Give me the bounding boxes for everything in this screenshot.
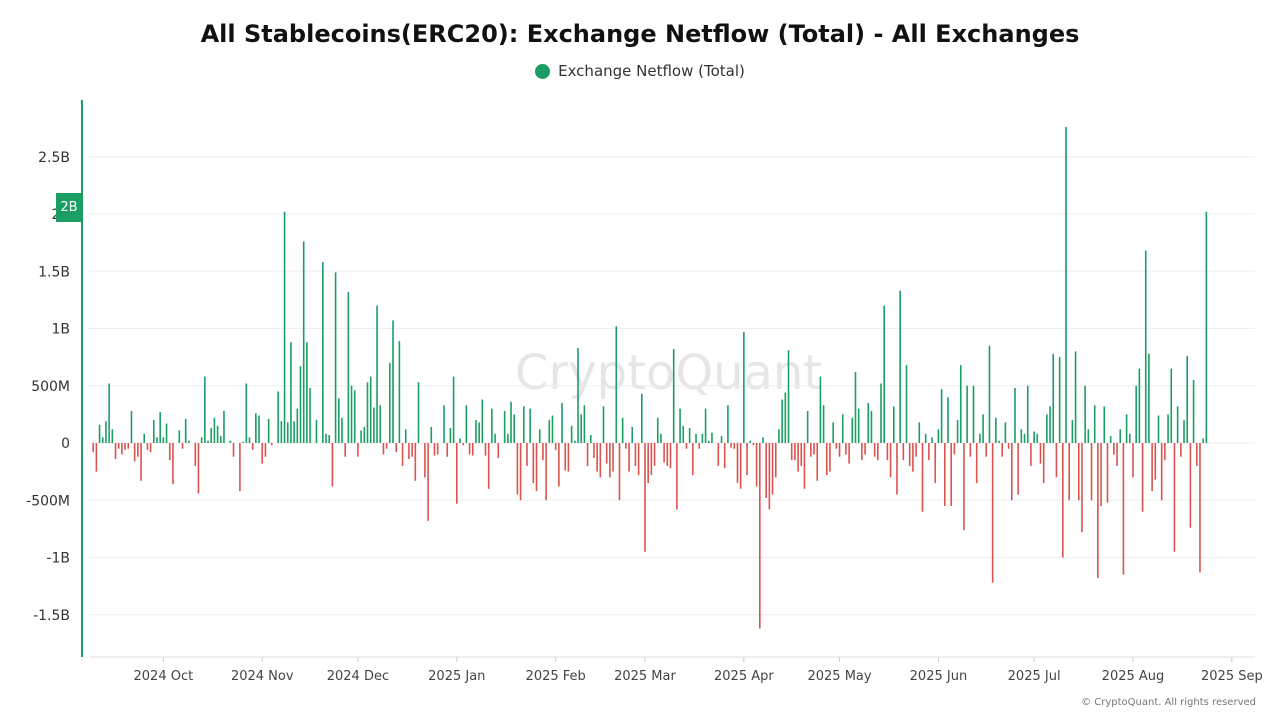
y-tick-label: 0 [61,436,70,452]
x-tick-label: 2025 Apr [714,669,774,684]
x-tick-label: 2024 Nov [231,669,294,684]
x-tick-label: 2025 Jan [428,669,485,684]
legend[interactable]: Exchange Netflow (Total) [0,62,1280,80]
x-tick-label: 2025 Feb [526,669,586,684]
x-tick-label: 2025 Jun [910,669,968,684]
y-tick-label: -500M [26,493,70,509]
x-tick-label: 2025 Aug [1102,669,1165,684]
chart-title: All Stablecoins(ERC20): Exchange Netflow… [200,20,1080,48]
y-tick-label: -1.5B [33,608,70,624]
legend-dot [535,63,551,79]
y-tick-label: -1B [46,551,70,567]
y-tick-label: 1.5B [38,264,70,280]
x-tick-label: 2025 May [807,669,871,684]
x-tick-label: 2025 Jul [1008,669,1061,684]
x-tick-label: 2024 Oct [134,669,194,684]
x-tick-label: 2025 Mar [614,669,676,684]
legend-label: Exchange Netflow (Total) [558,62,745,80]
x-tick-label: 2024 Dec [327,669,389,684]
y-tick-label: 2.5B [38,150,70,166]
y-axis-marker: 2B [56,193,82,222]
y-tick-label: 1B [51,322,70,338]
x-tick-label: 2025 Sep [1201,669,1263,684]
y-tick-label: 500M [31,379,70,395]
copyright-text: © CryptoQuant. All rights reserved [1081,697,1256,708]
